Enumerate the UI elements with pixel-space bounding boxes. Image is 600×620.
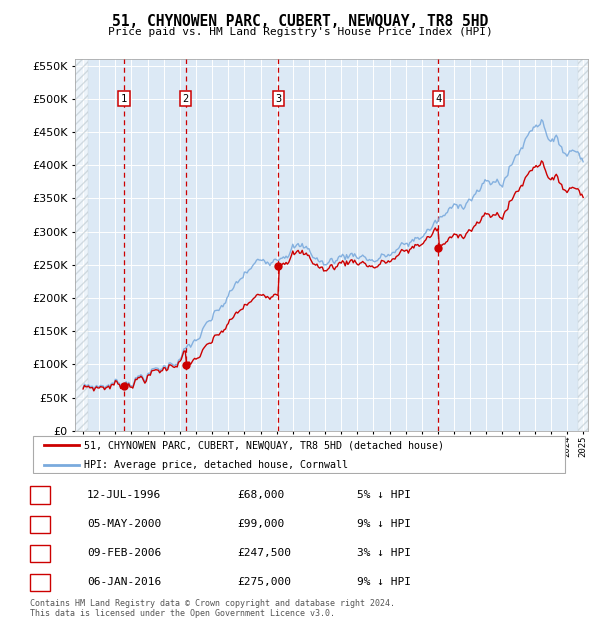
Text: £68,000: £68,000	[237, 490, 284, 500]
Text: Price paid vs. HM Land Registry's House Price Index (HPI): Price paid vs. HM Land Registry's House …	[107, 27, 493, 37]
Text: 09-FEB-2006: 09-FEB-2006	[87, 548, 161, 559]
Text: 2: 2	[182, 94, 188, 104]
Text: £275,000: £275,000	[237, 577, 291, 588]
Bar	[578, 59, 588, 431]
Text: 3: 3	[275, 94, 281, 104]
Text: £247,500: £247,500	[237, 548, 291, 559]
Text: 3% ↓ HPI: 3% ↓ HPI	[357, 548, 411, 559]
Text: 51, CHYNOWEN PARC, CUBERT, NEWQUAY, TR8 5HD: 51, CHYNOWEN PARC, CUBERT, NEWQUAY, TR8 …	[112, 14, 488, 29]
Text: 4: 4	[435, 94, 442, 104]
Bar	[75, 59, 88, 431]
Text: 2: 2	[37, 519, 44, 529]
Text: 1: 1	[37, 490, 44, 500]
Text: 06-JAN-2016: 06-JAN-2016	[87, 577, 161, 588]
Text: 9% ↓ HPI: 9% ↓ HPI	[357, 519, 411, 529]
Text: 3: 3	[37, 548, 44, 559]
Text: 9% ↓ HPI: 9% ↓ HPI	[357, 577, 411, 588]
Text: 12-JUL-1996: 12-JUL-1996	[87, 490, 161, 500]
Text: Contains HM Land Registry data © Crown copyright and database right 2024.
This d: Contains HM Land Registry data © Crown c…	[30, 599, 395, 618]
Text: £99,000: £99,000	[237, 519, 284, 529]
Text: 4: 4	[37, 577, 44, 588]
Text: 5% ↓ HPI: 5% ↓ HPI	[357, 490, 411, 500]
Text: 1: 1	[121, 94, 127, 104]
Text: 51, CHYNOWEN PARC, CUBERT, NEWQUAY, TR8 5HD (detached house): 51, CHYNOWEN PARC, CUBERT, NEWQUAY, TR8 …	[84, 440, 444, 450]
Text: HPI: Average price, detached house, Cornwall: HPI: Average price, detached house, Corn…	[84, 459, 348, 469]
FancyBboxPatch shape	[33, 436, 565, 472]
Text: 05-MAY-2000: 05-MAY-2000	[87, 519, 161, 529]
